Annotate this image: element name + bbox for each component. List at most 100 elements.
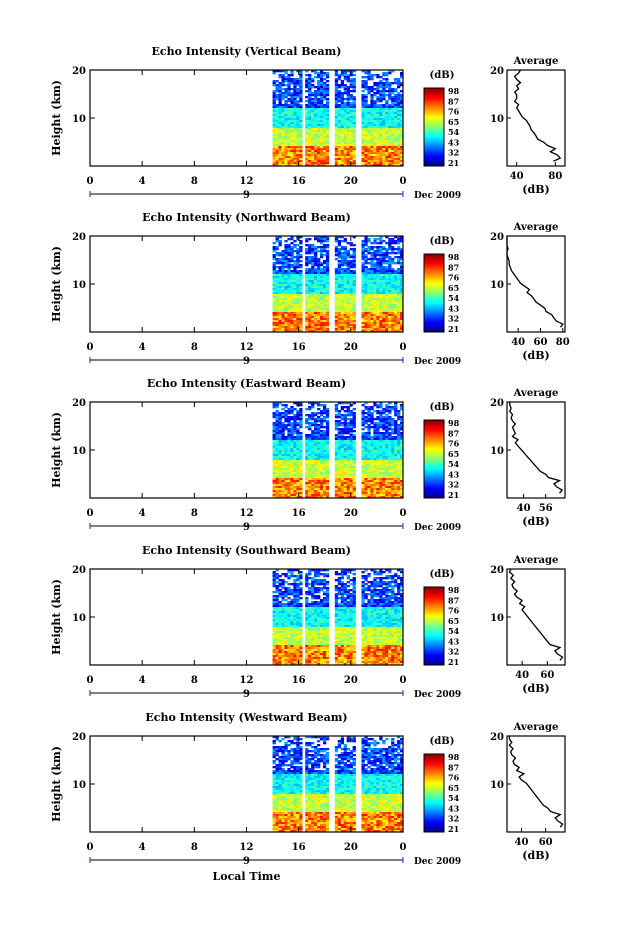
heatmap-cell: [391, 102, 395, 105]
heatmap-cell: [278, 430, 282, 433]
heatmap-cell: [337, 420, 342, 423]
heatmap-cell: [275, 134, 279, 137]
heatmap-cell: [376, 460, 380, 463]
heatmap-cell: [364, 102, 368, 105]
heatmap-cell: [379, 290, 383, 293]
heatmap-cell: [281, 150, 285, 153]
heatmap-cell: [364, 292, 368, 295]
heatmap-cell: [320, 296, 324, 299]
heatmap-cell: [367, 304, 371, 307]
heatmap-cell: [400, 110, 404, 113]
heatmap-cell: [376, 418, 380, 421]
heatmap-cell: [278, 476, 282, 479]
colorbar-segment: [424, 324, 444, 327]
heatmap-cell: [379, 316, 383, 319]
heatmap-cell: [373, 472, 377, 475]
heatmap-cell: [275, 480, 279, 483]
heatmap-cell: [311, 466, 315, 469]
heatmap-cell: [284, 140, 288, 143]
heatmap-cell: [373, 482, 377, 485]
heatmap-cell: [325, 152, 330, 155]
heatmap-cell: [314, 314, 318, 317]
heatmap-cell: [352, 158, 356, 161]
heatmap-cell: [373, 322, 377, 325]
heatmap-cell: [382, 272, 386, 275]
heatmap-cell: [308, 256, 312, 259]
heatmap-cell: [364, 468, 368, 471]
heatmap-cell: [349, 84, 353, 87]
heatmap-cell: [337, 84, 342, 87]
heatmap-cell: [317, 160, 321, 163]
heatmap-cell: [352, 134, 356, 137]
heatmap-cell: [364, 278, 368, 281]
heatmap-cell: [376, 104, 380, 107]
heatmap-cell: [320, 414, 324, 417]
heatmap-cell: [337, 304, 342, 307]
heatmap-cell: [370, 450, 374, 453]
heatmap-cell: [284, 484, 288, 487]
heatmap-cell: [400, 456, 404, 459]
heatmap-cell: [394, 330, 398, 333]
heatmap-cell: [281, 476, 285, 479]
heatmap-cell: [394, 154, 398, 157]
heatmap-cell: [343, 128, 347, 131]
heatmap-cell: [400, 442, 404, 445]
heatmap-cell: [340, 114, 345, 117]
heatmap-cell: [334, 158, 339, 161]
heatmap-cell: [322, 302, 327, 305]
heatmap-cell: [314, 132, 318, 135]
heatmap-cell: [314, 274, 318, 277]
heatmap-cell: [320, 140, 324, 143]
heatmap-cell: [322, 474, 327, 477]
heatmap-cell: [367, 128, 371, 131]
heatmap-cell: [379, 480, 383, 483]
heatmap-cell: [379, 272, 383, 275]
heatmap-cell: [364, 320, 368, 323]
heatmap-cell: [391, 126, 395, 129]
heatmap-cell: [337, 122, 342, 125]
heatmap-cell: [293, 288, 297, 291]
heatmap-cell: [388, 318, 392, 321]
heatmap-cell: [382, 280, 386, 283]
heatmap-cell: [340, 106, 345, 109]
colorbar-segment: [424, 144, 444, 147]
heatmap-cell: [397, 328, 401, 331]
colorbar-segment: [424, 281, 444, 284]
colorbar-segment: [424, 279, 444, 282]
heatmap-cell: [325, 290, 330, 293]
heatmap-cell: [394, 440, 398, 443]
heatmap-cell: [367, 300, 371, 303]
heatmap-cell: [340, 422, 345, 425]
heatmap-cell: [299, 94, 303, 97]
heatmap-cell: [325, 468, 330, 471]
heatmap-cell: [299, 292, 303, 295]
heatmap-cell: [373, 422, 377, 425]
heatmap-cell: [287, 80, 291, 83]
heatmap-cell: [305, 446, 309, 449]
heatmap-cell: [367, 112, 371, 115]
heatmap-cell: [287, 118, 291, 121]
heatmap-cell: [379, 312, 383, 315]
heatmap-cell: [367, 290, 371, 293]
heatmap-cell: [311, 134, 315, 137]
heatmap-cell: [349, 142, 353, 145]
heatmap-cell: [325, 308, 330, 311]
heatmap-cell: [367, 130, 371, 133]
heatmap-cell: [325, 280, 330, 283]
heatmap-cell: [272, 468, 276, 471]
heatmap-cell: [373, 146, 377, 149]
heatmap-cell: [296, 116, 300, 119]
heatmap-cell: [376, 162, 380, 165]
heatmap-cell: [311, 256, 315, 259]
heatmap-cell: [397, 440, 401, 443]
heatmap-cell: [308, 474, 312, 477]
heatmap-cell: [299, 282, 303, 285]
heatmap-cell: [275, 246, 279, 249]
heatmap-cell: [340, 314, 345, 317]
heatmap-cell: [361, 112, 365, 115]
heatmap-cell: [314, 318, 318, 321]
heatmap-cell: [278, 326, 282, 329]
heatmap-cell: [364, 242, 368, 245]
heatmap-cell: [296, 310, 300, 313]
heatmap-cell: [305, 292, 309, 295]
